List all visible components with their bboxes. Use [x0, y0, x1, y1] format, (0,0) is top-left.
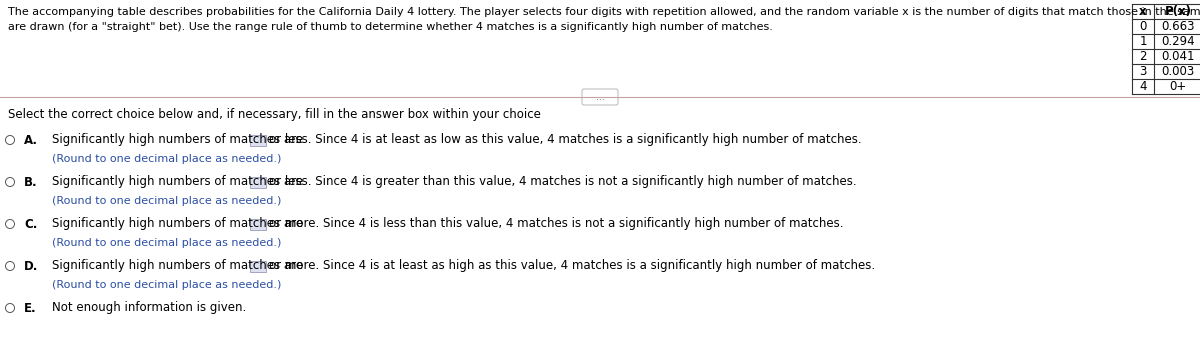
Text: Select the correct choice below and, if necessary, fill in the answer box within: Select the correct choice below and, if … [8, 108, 541, 121]
Text: 0+: 0+ [1169, 80, 1187, 93]
Text: 2: 2 [1139, 50, 1147, 63]
Text: or more. Since 4 is at least as high as this value, 4 matches is a significantly: or more. Since 4 is at least as high as … [269, 260, 875, 273]
Text: 4: 4 [1139, 80, 1147, 93]
FancyBboxPatch shape [582, 89, 618, 105]
Text: (Round to one decimal place as needed.): (Round to one decimal place as needed.) [52, 154, 281, 164]
Text: D.: D. [24, 260, 38, 273]
Text: or more. Since 4 is less than this value, 4 matches is not a significantly high : or more. Since 4 is less than this value… [269, 217, 844, 230]
Bar [250, 134, 265, 146]
Text: B.: B. [24, 176, 37, 188]
Text: (Round to one decimal place as needed.): (Round to one decimal place as needed.) [52, 238, 281, 248]
Text: (Round to one decimal place as needed.): (Round to one decimal place as needed.) [52, 280, 281, 290]
Text: 0.003: 0.003 [1162, 65, 1195, 78]
Text: A.: A. [24, 134, 38, 147]
Bar [250, 218, 265, 230]
Text: Significantly high numbers of matches are: Significantly high numbers of matches ar… [52, 260, 304, 273]
Text: x: x [1139, 5, 1147, 18]
Text: ...: ... [595, 92, 605, 102]
Text: are drawn (for a "straight" bet). Use the range rule of thumb to determine wheth: are drawn (for a "straight" bet). Use th… [8, 22, 773, 32]
Text: 0: 0 [1139, 20, 1147, 33]
Text: 0.663: 0.663 [1162, 20, 1195, 33]
Text: 3: 3 [1139, 65, 1147, 78]
Text: The accompanying table describes probabilities for the California Daily 4 lotter: The accompanying table describes probabi… [8, 7, 1200, 17]
Text: or less. Since 4 is at least as low as this value, 4 matches is a significantly : or less. Since 4 is at least as low as t… [269, 134, 862, 147]
Text: or less. Since 4 is greater than this value, 4 matches is not a significantly hi: or less. Since 4 is greater than this va… [269, 176, 857, 188]
Text: (Round to one decimal place as needed.): (Round to one decimal place as needed.) [52, 196, 281, 206]
Bar [250, 177, 265, 187]
Text: Not enough information is given.: Not enough information is given. [52, 302, 246, 314]
Text: Significantly high numbers of matches are: Significantly high numbers of matches ar… [52, 217, 304, 230]
Text: E.: E. [24, 302, 37, 314]
Text: 0.294: 0.294 [1162, 35, 1195, 48]
Bar [250, 260, 265, 272]
Text: Significantly high numbers of matches are: Significantly high numbers of matches ar… [52, 176, 304, 188]
Text: Significantly high numbers of matches are: Significantly high numbers of matches ar… [52, 134, 304, 147]
Text: P(x): P(x) [1164, 5, 1192, 18]
Text: 1: 1 [1139, 35, 1147, 48]
Text: 0.041: 0.041 [1162, 50, 1195, 63]
Text: C.: C. [24, 217, 37, 230]
